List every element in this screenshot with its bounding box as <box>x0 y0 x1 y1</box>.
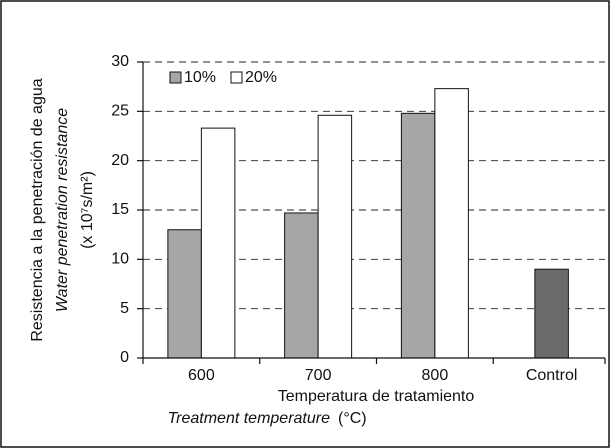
x-title: Treatment temperature <box>168 410 331 427</box>
bar <box>167 229 202 359</box>
y-tick-label: 30 <box>111 53 129 70</box>
bar <box>400 112 436 359</box>
bar <box>284 212 319 359</box>
legend-label: 20% <box>245 69 277 86</box>
y-tick-label: 20 <box>111 152 129 169</box>
bar <box>317 114 353 359</box>
y-tick-label: 5 <box>120 300 129 317</box>
legend-swatch <box>230 71 243 84</box>
x-title: Temperatura de tratamiento <box>278 388 475 405</box>
legend-swatch <box>169 71 182 84</box>
x-tick-label: 800 <box>422 367 449 384</box>
legend-label: 10% <box>184 69 216 86</box>
y-tick-label: 0 <box>120 349 129 366</box>
y-tick-label: 25 <box>111 103 129 120</box>
y-title: (x 10⁷s/m²) <box>79 171 96 249</box>
bar <box>434 88 469 359</box>
y-title: Resistencia a la penetración de agua <box>29 78 46 341</box>
x-tick-label: 700 <box>305 367 332 384</box>
bar <box>200 127 236 359</box>
x-tick-label: 600 <box>188 367 215 384</box>
y-tick-label: 10 <box>111 251 129 268</box>
x-title: (°C) <box>338 410 367 427</box>
bar <box>534 268 569 359</box>
x-tick-label: Control <box>526 367 578 384</box>
y-tick-label: 15 <box>111 201 129 218</box>
y-title: Water penetration resistance <box>54 108 71 312</box>
